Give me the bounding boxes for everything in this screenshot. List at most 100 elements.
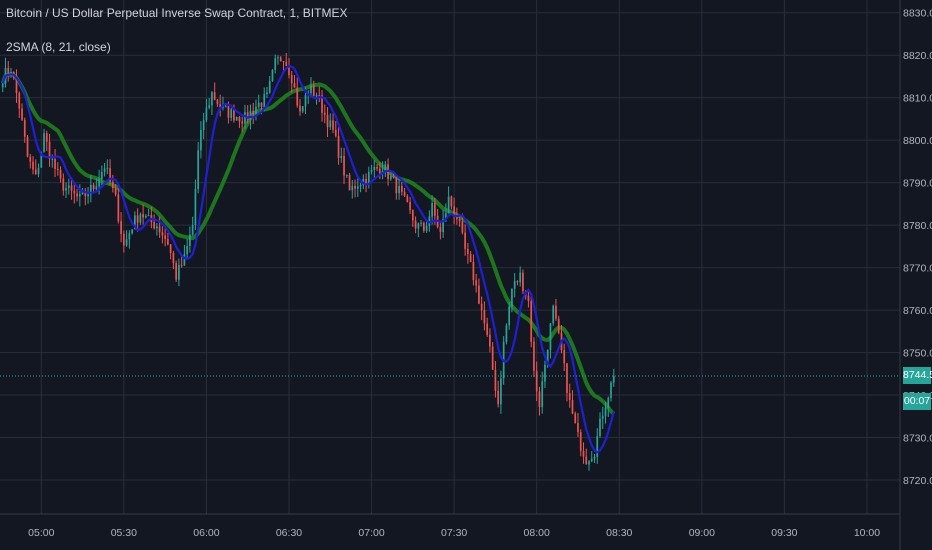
candle-down xyxy=(577,413,579,437)
candle-body xyxy=(607,398,610,409)
candle-up xyxy=(420,219,422,227)
candle-down xyxy=(70,177,73,200)
price-axis[interactable]: 8720.08730.08740.08750.08760.08770.08780… xyxy=(903,8,932,487)
candle-body xyxy=(489,334,491,347)
candle-down xyxy=(354,179,356,198)
candle-body xyxy=(117,194,120,222)
candle-body xyxy=(172,253,175,264)
candle-body xyxy=(84,191,87,197)
candle-body xyxy=(494,369,497,391)
last-price-tag: 8744.5 xyxy=(903,367,932,385)
candle-body xyxy=(343,155,345,176)
candle-body xyxy=(472,261,475,281)
candle-body xyxy=(315,95,318,97)
indicator-legend[interactable]: 2SMA (8, 21, close) xyxy=(6,40,111,54)
chart-grid xyxy=(0,0,900,514)
candle-body xyxy=(483,310,486,324)
time-tick-label: 09:00 xyxy=(689,527,715,539)
price-tick-label: 8770.0 xyxy=(903,263,932,275)
candle-up xyxy=(544,360,546,388)
candle-down xyxy=(467,242,469,264)
candle-body xyxy=(67,185,70,189)
candle-body xyxy=(326,114,329,128)
candle-down xyxy=(423,221,425,233)
candle-down xyxy=(293,75,296,88)
candle-up xyxy=(191,216,194,236)
candle-body xyxy=(447,196,450,214)
candle-down xyxy=(571,390,574,415)
candle-down xyxy=(582,442,585,464)
price-tick-label: 8830.0 xyxy=(903,8,932,20)
candle-body xyxy=(439,227,442,232)
candle-body xyxy=(359,185,362,187)
candle-body xyxy=(45,133,48,142)
candle-body xyxy=(131,229,133,234)
candle-body xyxy=(202,120,205,130)
candle-down xyxy=(409,197,411,215)
candle-body xyxy=(211,92,213,106)
candle-body xyxy=(310,85,312,93)
candle-body xyxy=(282,61,285,63)
candle-down xyxy=(109,159,111,185)
candle-up xyxy=(384,160,387,178)
candle-up xyxy=(513,273,516,298)
candle-down xyxy=(557,315,560,335)
candle-body xyxy=(549,323,552,350)
candle-up xyxy=(87,187,89,204)
candle-up xyxy=(183,244,186,266)
candle-body xyxy=(191,224,194,235)
candle-up xyxy=(596,428,599,464)
candle-body xyxy=(123,233,125,246)
candle-up xyxy=(78,184,81,207)
candle-up xyxy=(65,182,67,198)
price-tick-label: 8780.0 xyxy=(903,220,932,232)
candle-body xyxy=(557,318,560,333)
candle-body xyxy=(73,190,76,194)
candle-body xyxy=(612,375,615,383)
candle-body xyxy=(378,168,381,174)
candle-up xyxy=(235,116,238,121)
candle-body xyxy=(370,170,373,172)
candle-up xyxy=(211,90,213,116)
candle-body xyxy=(34,169,37,175)
candle-body xyxy=(411,210,414,221)
candle-body xyxy=(356,186,359,189)
candle-body xyxy=(21,108,23,120)
candle-body xyxy=(568,393,571,400)
candle-body xyxy=(299,105,301,112)
candle-body xyxy=(100,171,103,180)
candle-body xyxy=(268,81,271,93)
candle-body xyxy=(296,87,299,106)
candle-up xyxy=(549,323,552,359)
candle-body xyxy=(538,391,541,408)
candle-down xyxy=(158,216,161,238)
candle-down xyxy=(23,117,26,143)
candle-body xyxy=(241,121,244,124)
candle-body xyxy=(175,263,177,280)
candle-body xyxy=(103,168,106,172)
candle-body xyxy=(178,264,180,280)
time-axis[interactable]: 05:00 05:30 06:00 06:30 07:00 07:30 08:00 08:30… xyxy=(28,527,880,539)
candle-body xyxy=(167,238,169,245)
candle-body xyxy=(161,232,164,236)
candle-body xyxy=(147,215,150,217)
candle-up xyxy=(266,86,268,99)
candle-body xyxy=(285,61,288,66)
candle-body xyxy=(406,195,409,202)
candle-down xyxy=(180,256,183,268)
candle-down xyxy=(453,197,455,225)
candle-body xyxy=(599,418,601,437)
candle-down xyxy=(34,159,37,175)
candle-body xyxy=(189,234,191,246)
candle-up xyxy=(500,370,502,414)
candle-body xyxy=(367,171,370,185)
candle-down xyxy=(56,162,59,176)
candle-up xyxy=(202,112,205,140)
candle-down xyxy=(337,127,340,165)
candle-body xyxy=(453,206,455,216)
candle-down xyxy=(73,182,76,204)
candle-body xyxy=(208,105,211,108)
candle-body xyxy=(227,106,230,118)
candle-body xyxy=(92,184,95,190)
